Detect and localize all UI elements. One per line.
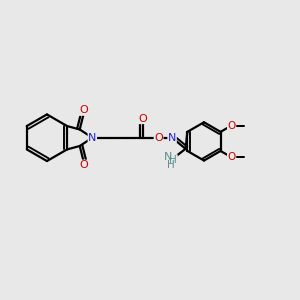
Text: O: O — [138, 114, 147, 124]
Text: N: N — [168, 133, 176, 143]
Text: O: O — [227, 152, 236, 162]
Text: O: O — [227, 121, 236, 131]
Text: O: O — [154, 133, 163, 143]
Text: N: N — [88, 133, 97, 143]
Text: H: H — [167, 160, 175, 170]
Text: O: O — [79, 105, 88, 115]
Text: N: N — [164, 152, 172, 162]
Text: H: H — [169, 155, 177, 165]
Text: O: O — [79, 160, 88, 170]
